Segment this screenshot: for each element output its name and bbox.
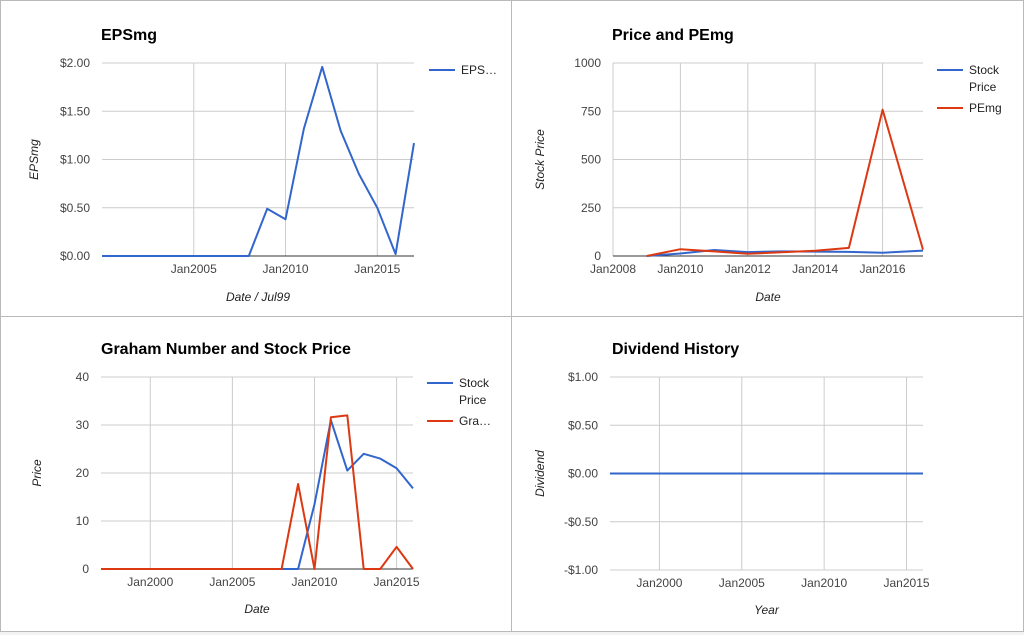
x-tick-label: Jan2012 [725,262,771,276]
x-tick-label: Jan2010 [263,262,309,276]
y-tick-label: $0.00 [60,249,90,263]
x-tick-label: Jan2005 [719,576,765,590]
dividend-history-chart: Dividend History -$1.00 -$0.50 $0.00 $0.50 $1… [533,341,930,617]
chart-title: Graham Number and Stock Price [101,341,351,358]
x-tick-label: Jan2015 [374,575,420,589]
legend-label: Stock Price [969,63,1000,94]
y-tick-label: $0.50 [568,418,598,432]
chart-title: EPSmg [101,27,157,44]
y-tick-label: -$1.00 [564,563,598,577]
dividend-history-chart-panel: Dividend History -$1.00 -$0.50 $0.00 $0.50 $1… [511,316,1024,632]
y-tick-label: 30 [76,418,90,432]
epsmg-chart: EPSmg $0.00 $0.50 $1.00 $1.50 $2.00 Jan2005 Jan… [27,27,497,304]
y-tick-label: 10 [76,514,90,528]
y-tick-label: 20 [76,466,90,480]
x-tick-label: Jan2010 [657,262,703,276]
x-tick-label: Jan2000 [127,575,173,589]
x-tick-label: Jan2014 [792,262,838,276]
y-tick-label: $0.00 [568,467,598,481]
series-line-1 [101,419,414,570]
x-tick-label: Jan2010 [801,576,847,590]
graham-number-chart-panel: Graham Number and Stock Price 0 10 20 30 40 Ja… [0,316,512,632]
x-axis-title: Year [754,603,780,617]
x-axis-title: Date [755,290,781,304]
y-tick-label: $1.00 [568,370,598,384]
x-tick-label: Jan2008 [590,262,636,276]
y-axis-title: EPSmg [27,139,41,180]
price-pemg-chart-panel: Price and PEmg 0 250 500 750 1000 Jan2008 Jan20… [511,0,1024,317]
x-tick-label: Jan2016 [860,262,906,276]
series-line-1 [102,65,415,257]
x-tick-label: Jan2000 [636,576,682,590]
graham-number-chart: Graham Number and Stock Price 0 10 20 30 40 Ja… [30,341,491,616]
chart-title: Dividend History [612,341,739,358]
bottom-strip [0,632,1024,635]
x-tick-label: Jan2005 [209,575,255,589]
legend-label: Gra… [459,414,491,428]
y-tick-label: $2.00 [60,56,90,70]
series-line-2 [646,108,924,257]
y-tick-label: $0.50 [60,201,90,215]
y-axis-title: Price [30,459,44,487]
y-tick-label: $1.50 [60,104,90,118]
y-tick-label: 40 [76,370,90,384]
y-tick-label: -$0.50 [564,515,598,529]
y-tick-label: 250 [581,201,601,215]
legend-label: EPS… [461,63,497,77]
y-tick-label: $1.00 [60,153,90,167]
y-axis-title: Dividend [533,450,547,497]
x-axis-title: Date / Jul99 [226,290,290,304]
legend-label: PEmg [969,101,1002,115]
x-tick-label: Jan2005 [171,262,217,276]
y-tick-label: 500 [581,153,601,167]
price-pemg-chart: Price and PEmg 0 250 500 750 1000 Jan2008 Jan20… [533,27,1002,304]
x-tick-label: Jan2015 [354,262,400,276]
y-tick-label: 750 [581,104,601,118]
y-tick-label: 0 [82,562,89,576]
y-axis-title: Stock Price [533,129,547,190]
y-tick-label: 0 [594,249,601,263]
y-tick-label: 1000 [574,56,601,70]
series-line-2 [101,414,414,570]
chart-title: Price and PEmg [612,27,734,44]
epsmg-chart-panel: EPSmg $0.00 $0.50 $1.00 $1.50 $2.00 Jan2005 Jan… [0,0,512,317]
x-axis-title: Date [244,602,270,616]
legend-label: Stock Price [459,376,490,407]
x-tick-label: Jan2015 [884,576,930,590]
x-tick-label: Jan2010 [291,575,337,589]
